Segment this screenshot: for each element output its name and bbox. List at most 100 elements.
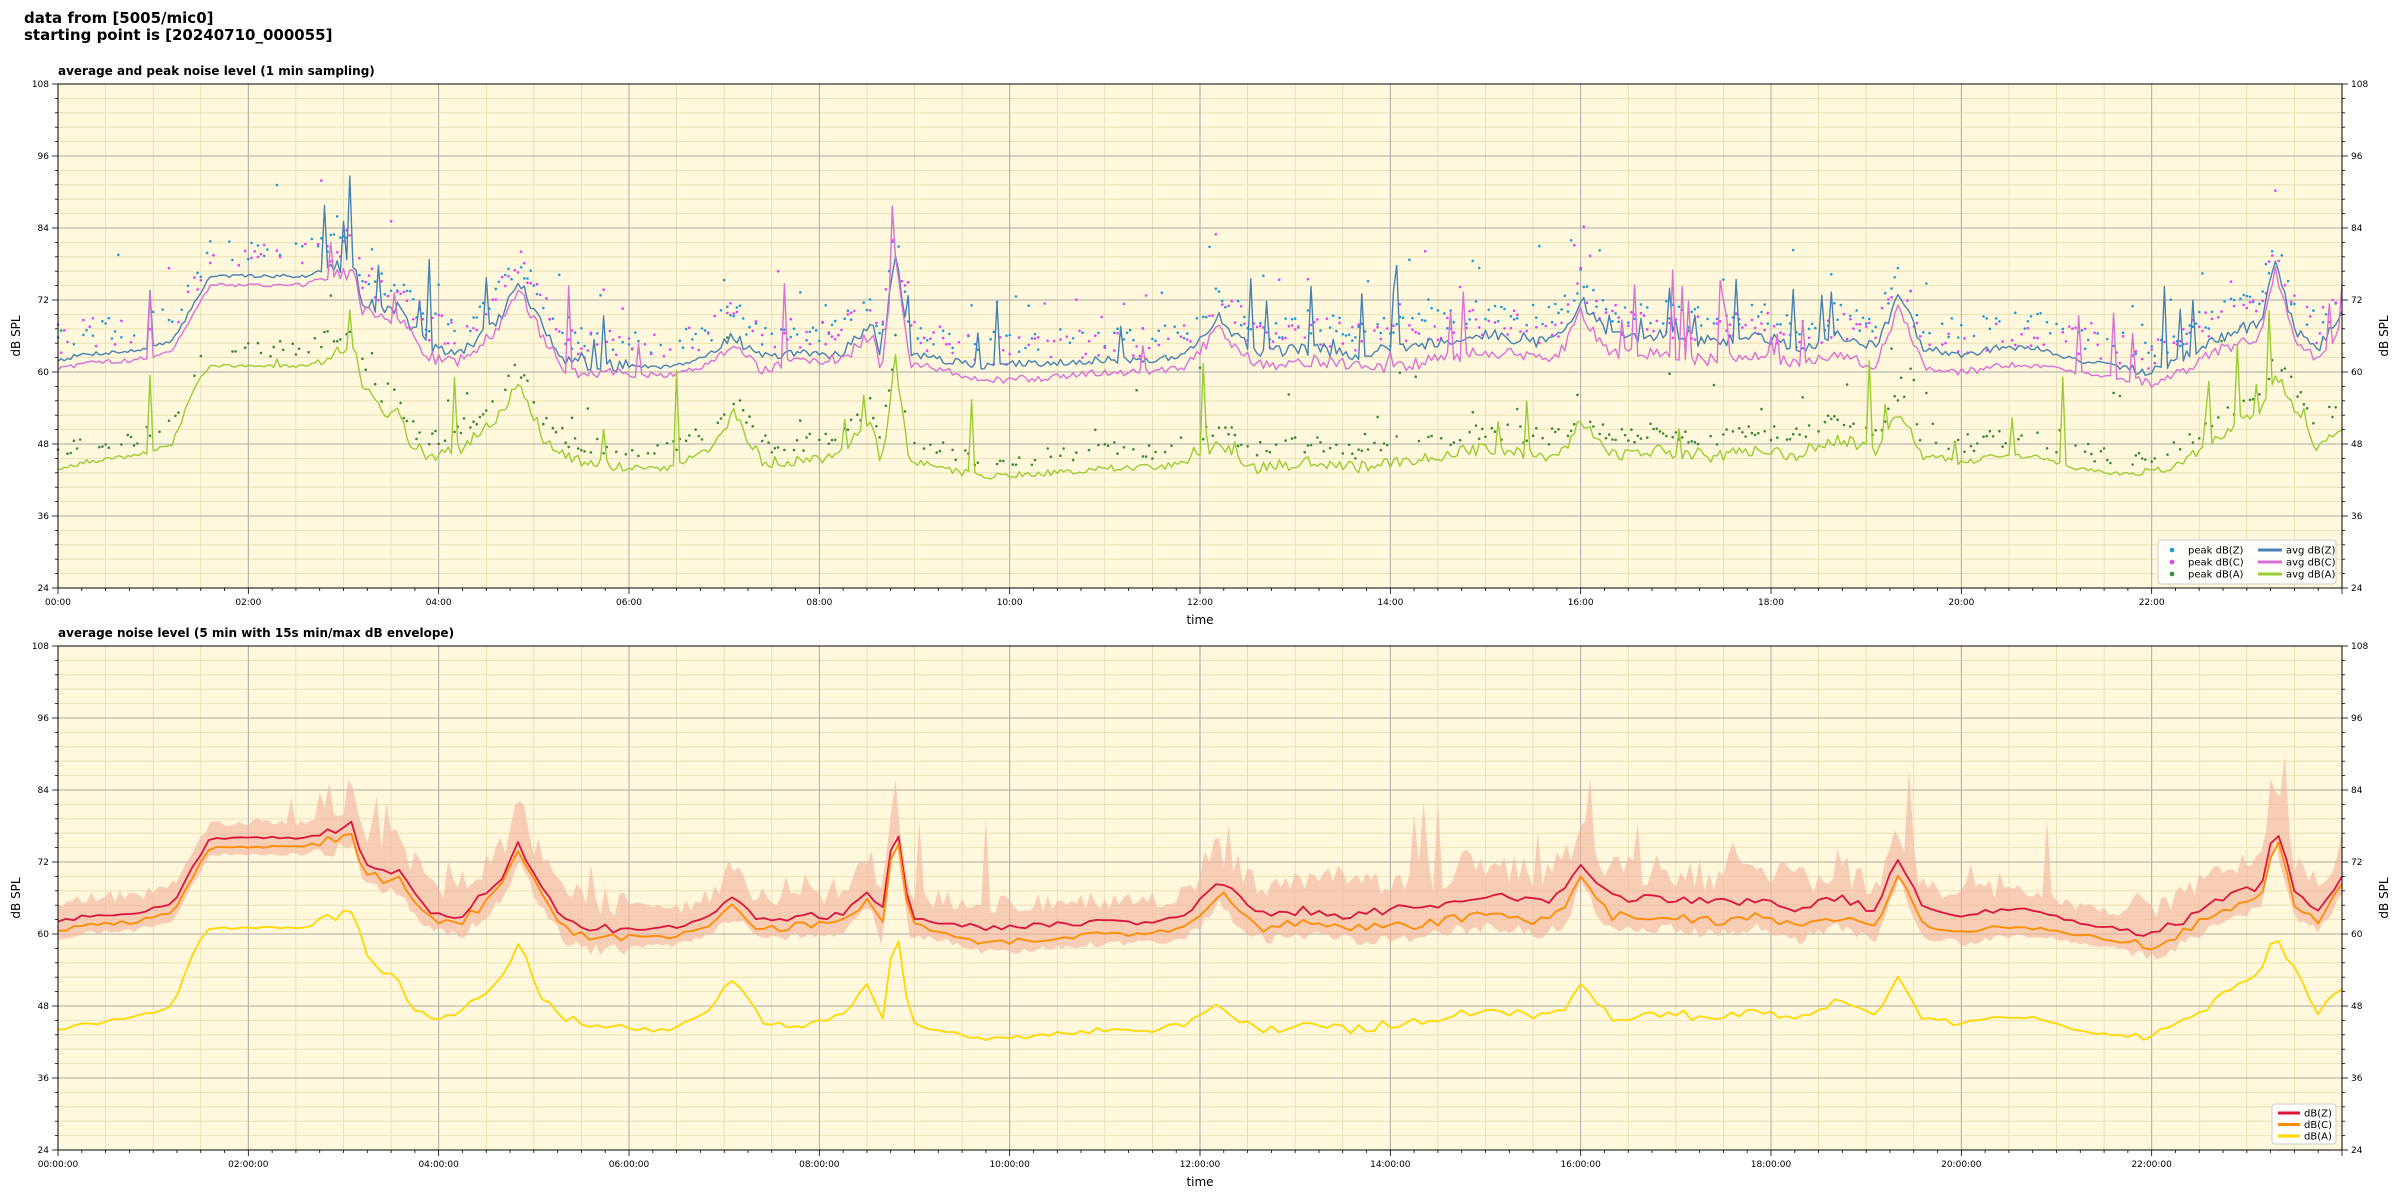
data-point (1233, 321, 1237, 324)
data-point (1246, 445, 1249, 448)
data-point (1027, 343, 1030, 347)
data-point (624, 452, 628, 456)
y-tick-label: 72 (38, 858, 49, 868)
data-point (1468, 309, 1471, 313)
data-point (1017, 336, 1021, 339)
data-point (1725, 428, 1728, 431)
data-point (1515, 313, 1519, 317)
data-point (1712, 383, 1716, 387)
data-point (580, 347, 583, 350)
data-point (1582, 225, 1586, 228)
data-point (348, 330, 352, 334)
data-point (916, 337, 919, 340)
data-point (1845, 383, 1849, 386)
data-point (519, 376, 523, 379)
data-point (1791, 432, 1795, 436)
data-point (735, 306, 739, 309)
data-point (1030, 463, 1034, 467)
data-point (421, 317, 425, 321)
data-point (1468, 430, 1471, 434)
data-point (494, 287, 498, 291)
data-point (2324, 313, 2328, 316)
data-point (377, 298, 380, 302)
x-tick-label: 18:00 (1758, 598, 1784, 608)
x-tick-label: 04:00:00 (418, 1160, 459, 1170)
data-point (1144, 455, 1148, 458)
data-point (2178, 339, 2182, 343)
data-point (1474, 424, 1478, 427)
data-point (1763, 303, 1766, 306)
data-point (1036, 348, 1040, 351)
data-point (1883, 420, 1887, 423)
data-point (1649, 321, 1652, 325)
data-point (1836, 318, 1839, 322)
data-point (894, 333, 897, 337)
data-point (2153, 361, 2157, 365)
envelope-band (58, 754, 2342, 960)
data-point (1627, 321, 1630, 325)
data-point (478, 415, 482, 419)
y-tick-label: 84 (2351, 224, 2363, 234)
data-point (760, 439, 764, 443)
data-point (1297, 325, 1300, 328)
data-point (2036, 336, 2039, 340)
data-point (1769, 438, 1773, 442)
data-point (973, 342, 977, 346)
data-point (427, 442, 431, 446)
data-point (583, 344, 586, 348)
data-point (1566, 310, 1570, 313)
data-point (662, 354, 666, 358)
data-point (1011, 463, 1015, 466)
data-point (1167, 337, 1170, 341)
data-point (1230, 426, 1233, 429)
data-point (358, 273, 361, 277)
y-tick-label: 108 (2351, 642, 2368, 652)
data-point (611, 338, 615, 342)
data-point (250, 256, 253, 260)
data-point (2004, 442, 2007, 445)
data-point (2134, 454, 2138, 457)
data-point (1484, 317, 1487, 321)
data-point (1357, 325, 1360, 329)
data-point (1033, 332, 1037, 336)
data-point (2169, 298, 2172, 302)
data-point (1791, 248, 1795, 252)
data-point (1763, 328, 1766, 332)
data-point (2267, 272, 2271, 275)
data-point (1490, 426, 1494, 430)
x-tick-label: 10:00:00 (989, 1160, 1030, 1170)
data-point (2067, 325, 2071, 328)
data-point (1915, 423, 1919, 426)
data-point (2248, 301, 2252, 304)
data-point (1668, 317, 1671, 320)
y-tick-label: 60 (38, 930, 50, 940)
data-point (1477, 266, 1481, 270)
data-point (2099, 357, 2103, 360)
data-point (1259, 321, 1262, 325)
data-point (1500, 305, 1503, 309)
data-point (523, 261, 526, 265)
data-point (1116, 452, 1119, 455)
data-point (1382, 316, 1386, 320)
data-point (332, 233, 336, 236)
data-point (167, 419, 171, 423)
data-point (1122, 338, 1126, 341)
data-point (957, 341, 961, 344)
data-point (1430, 434, 1433, 438)
data-point (1249, 327, 1253, 331)
data-point (310, 237, 314, 241)
data-point (875, 324, 878, 328)
data-point (1135, 388, 1138, 392)
data-point (101, 445, 104, 448)
data-point (2033, 336, 2036, 340)
data-point (2283, 284, 2287, 287)
data-point (538, 293, 542, 297)
data-point (564, 441, 567, 445)
data-point (830, 335, 834, 339)
data-point (846, 428, 850, 432)
data-point (656, 444, 659, 447)
data-point (1436, 338, 1440, 342)
data-point (259, 351, 263, 355)
data-point (596, 437, 599, 441)
data-point (1864, 325, 1868, 328)
